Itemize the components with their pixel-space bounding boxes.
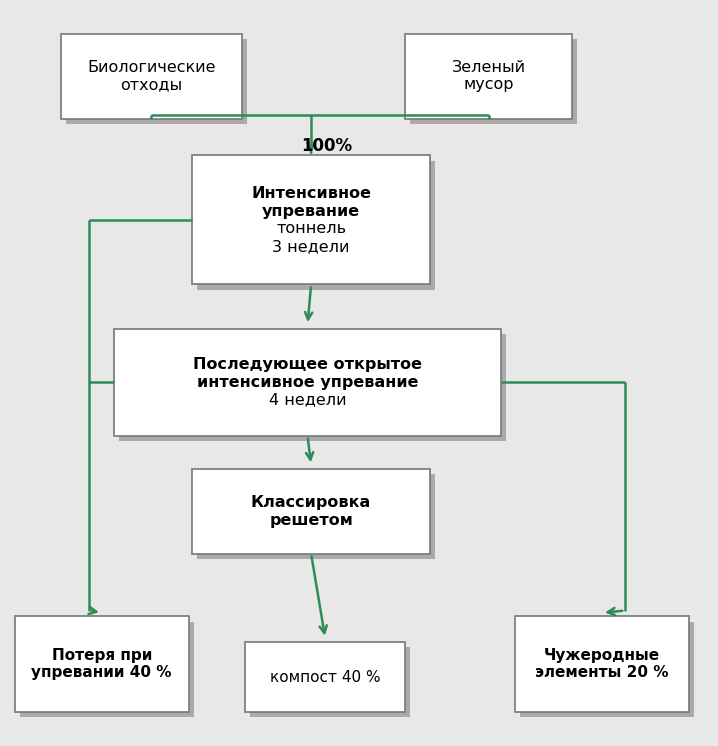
Text: упревании 40 %: упревании 40 % bbox=[32, 665, 172, 680]
Text: компост 40 %: компост 40 % bbox=[270, 670, 381, 685]
FancyBboxPatch shape bbox=[192, 155, 430, 284]
Text: Классировка: Классировка bbox=[251, 495, 371, 510]
Text: мусор: мусор bbox=[463, 78, 514, 93]
Text: Интенсивное: Интенсивное bbox=[251, 186, 371, 201]
Text: 3 недели: 3 недели bbox=[272, 239, 350, 254]
Text: Последующее открытое: Последующее открытое bbox=[193, 357, 422, 372]
Text: Зеленый: Зеленый bbox=[452, 60, 526, 75]
Text: элементы 20 %: элементы 20 % bbox=[536, 665, 668, 680]
FancyBboxPatch shape bbox=[410, 39, 577, 124]
FancyBboxPatch shape bbox=[520, 621, 694, 718]
FancyBboxPatch shape bbox=[119, 334, 506, 441]
Text: тоннель: тоннель bbox=[276, 222, 346, 236]
FancyBboxPatch shape bbox=[192, 469, 430, 554]
Text: интенсивное упревание: интенсивное упревание bbox=[197, 374, 419, 389]
FancyBboxPatch shape bbox=[66, 39, 247, 124]
FancyBboxPatch shape bbox=[20, 621, 194, 718]
Text: решетом: решетом bbox=[269, 513, 353, 527]
Text: упревание: упревание bbox=[262, 204, 360, 219]
Text: отходы: отходы bbox=[121, 78, 182, 93]
FancyBboxPatch shape bbox=[197, 474, 435, 559]
FancyBboxPatch shape bbox=[251, 648, 410, 718]
FancyBboxPatch shape bbox=[197, 160, 435, 289]
FancyBboxPatch shape bbox=[15, 616, 189, 712]
Text: Чужеродные: Чужеродные bbox=[544, 648, 660, 663]
Text: Биологические: Биологические bbox=[87, 60, 215, 75]
Text: 4 недели: 4 недели bbox=[269, 392, 346, 407]
FancyBboxPatch shape bbox=[61, 34, 242, 119]
FancyBboxPatch shape bbox=[246, 642, 405, 712]
Text: 100%: 100% bbox=[302, 137, 353, 155]
FancyBboxPatch shape bbox=[114, 329, 501, 436]
Text: Потеря при: Потеря при bbox=[52, 648, 152, 663]
FancyBboxPatch shape bbox=[515, 616, 689, 712]
FancyBboxPatch shape bbox=[405, 34, 572, 119]
